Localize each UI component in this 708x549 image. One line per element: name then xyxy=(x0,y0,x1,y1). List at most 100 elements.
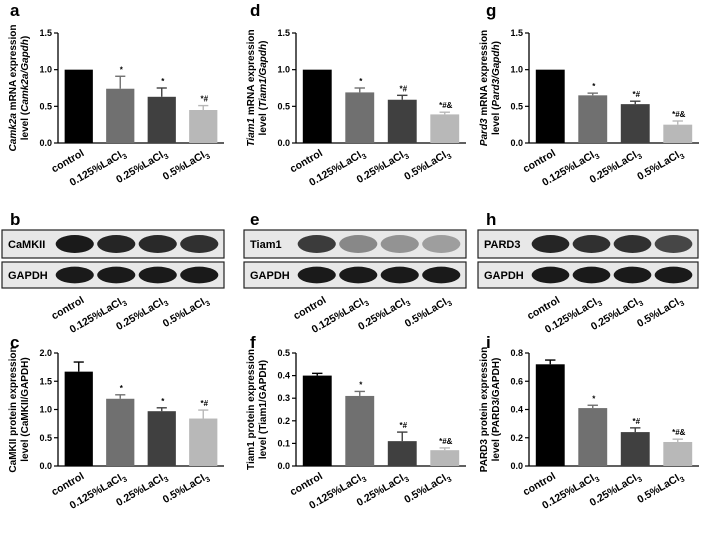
blot-row-label: CaMKII xyxy=(8,239,45,251)
y-axis-label: Tiam1 mRNA expression xyxy=(246,29,257,146)
y-axis-label: Camk2a mRNA expression xyxy=(8,25,19,152)
blot-band xyxy=(180,235,219,253)
bar xyxy=(302,375,332,466)
y-tick-label: 0.8 xyxy=(510,348,523,358)
bar xyxy=(64,69,93,143)
bar xyxy=(189,110,218,143)
bar xyxy=(620,104,650,143)
bar xyxy=(430,114,460,143)
bar xyxy=(578,95,608,143)
panel-letter: e xyxy=(250,210,259,229)
blot-row-label: GAPDH xyxy=(484,270,524,282)
y-axis-label: level (Pard3/Gapdh) xyxy=(491,41,502,135)
y-tick-label: 0.0 xyxy=(277,461,290,471)
blot-band xyxy=(422,266,461,284)
bar xyxy=(620,432,650,466)
significance-label: *#& xyxy=(439,101,453,110)
blot-band xyxy=(380,266,419,284)
panel-letter: g xyxy=(486,1,496,20)
category-label: 0.5%LaCl3 xyxy=(635,470,686,508)
bar xyxy=(663,124,693,143)
bar xyxy=(302,69,332,143)
chart-a: 0.00.51.01.5control*0.125%LaCl3*0.25%LaC… xyxy=(8,25,224,189)
blot-band xyxy=(531,266,570,284)
y-tick-label: 0.0 xyxy=(510,138,523,148)
y-axis-label: PARD3 protein expression xyxy=(479,347,490,472)
y-tick-label: 0.2 xyxy=(277,416,290,426)
blot-h: PARD3GAPDHcontrol0.125%LaCl30.25%LaCl30.… xyxy=(477,229,699,336)
significance-label: * xyxy=(161,397,165,406)
y-tick-label: 0.5 xyxy=(277,101,290,111)
blot-band xyxy=(572,266,611,284)
blot-band xyxy=(138,266,177,284)
significance-label: *#& xyxy=(672,428,686,437)
y-tick-label: 0.6 xyxy=(510,376,523,386)
significance-label: *# xyxy=(399,421,407,430)
blot-b: CaMKIIGAPDHcontrol0.125%LaCl30.25%LaCl30… xyxy=(1,229,225,336)
blot-band xyxy=(339,235,378,253)
significance-label: *# xyxy=(632,417,640,426)
y-axis-label: level (Camk2a/Gapdh) xyxy=(20,36,31,141)
blot-band xyxy=(654,266,693,284)
y-axis-label: level (PARD3/GAPDH) xyxy=(491,358,502,462)
blot-band xyxy=(339,266,378,284)
blot-band xyxy=(180,266,219,284)
significance-label: * xyxy=(359,77,363,86)
blot-row-label: GAPDH xyxy=(8,270,48,282)
category-label: 0.5%LaCl3 xyxy=(161,147,212,185)
blot-row-label: Tiam1 xyxy=(250,239,282,251)
category-label: 0.5%LaCl3 xyxy=(402,470,453,508)
y-tick-label: 0.0 xyxy=(39,138,52,148)
y-axis-label: level (Tiam1/GAPDH) xyxy=(258,360,269,459)
significance-label: * xyxy=(161,77,165,86)
y-tick-label: 1.0 xyxy=(39,405,52,415)
bar xyxy=(387,99,417,143)
panel-letter: f xyxy=(250,333,256,352)
significance-label: * xyxy=(359,380,363,389)
blot-lane-label: 0.5%LaCl3 xyxy=(403,294,454,332)
blot-band xyxy=(297,266,336,284)
y-tick-label: 1.5 xyxy=(277,28,290,38)
significance-label: *# xyxy=(200,399,208,408)
bar xyxy=(64,371,93,466)
bar xyxy=(535,69,565,143)
blot-lane-label: 0.5%LaCl3 xyxy=(635,294,686,332)
y-axis-label: Tiam1 protein expression xyxy=(246,349,257,470)
blot-band xyxy=(55,266,94,284)
significance-label: * xyxy=(592,82,596,91)
category-label: 0.5%LaCl3 xyxy=(635,147,686,185)
y-tick-label: 0.0 xyxy=(510,461,523,471)
significance-label: *# xyxy=(632,90,640,99)
chart-d: 0.00.51.01.5control*0.125%LaCl3*#0.25%La… xyxy=(246,28,466,189)
bar xyxy=(578,408,608,466)
y-tick-label: 0.0 xyxy=(39,461,52,471)
bar xyxy=(106,398,135,466)
significance-label: *# xyxy=(200,95,208,104)
significance-label: * xyxy=(592,394,596,403)
bar xyxy=(535,364,565,466)
bar xyxy=(345,92,375,143)
blot-band xyxy=(380,235,419,253)
bar xyxy=(106,88,135,143)
y-tick-label: 0.3 xyxy=(277,393,290,403)
blot-band xyxy=(572,235,611,253)
chart-i: 0.00.20.40.60.8control*0.125%LaCl3*#0.25… xyxy=(479,347,699,512)
blot-band xyxy=(138,235,177,253)
y-tick-label: 1.5 xyxy=(510,28,523,38)
blot-e: Tiam1GAPDHcontrol0.125%LaCl30.25%LaCl30.… xyxy=(243,229,467,336)
blot-band xyxy=(97,266,136,284)
panel-letter: h xyxy=(486,210,496,229)
blot-lane-label: 0.5%LaCl3 xyxy=(161,294,212,332)
chart-f: 0.00.10.20.30.40.5control*0.125%LaCl3*#0… xyxy=(246,348,466,512)
bar xyxy=(147,411,176,466)
category-label: 0.5%LaCl3 xyxy=(402,147,453,185)
y-tick-label: 1.5 xyxy=(39,376,52,386)
y-tick-label: 2.0 xyxy=(39,348,52,358)
bar xyxy=(387,441,417,466)
chart-g: 0.00.51.01.5control*0.125%LaCl3*#0.25%La… xyxy=(479,28,699,189)
y-tick-label: 1.5 xyxy=(39,28,52,38)
y-tick-label: 1.0 xyxy=(39,65,52,75)
y-tick-label: 0.5 xyxy=(39,101,52,111)
